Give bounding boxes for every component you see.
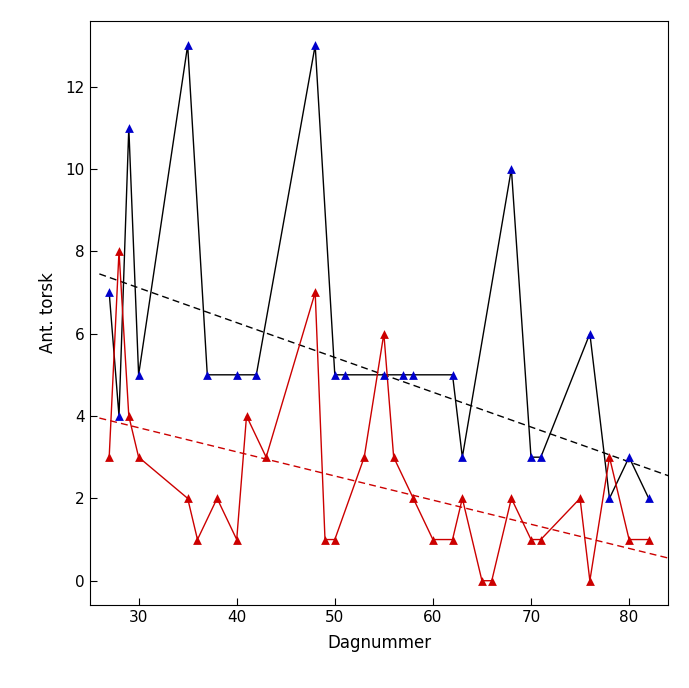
Y-axis label: Ant. torsk: Ant. torsk xyxy=(39,272,57,354)
Point xyxy=(114,411,125,422)
X-axis label: Dagnummer: Dagnummer xyxy=(327,634,431,652)
Point xyxy=(506,163,517,174)
Point xyxy=(408,493,419,504)
Point xyxy=(103,452,114,463)
Point xyxy=(182,40,193,51)
Point xyxy=(309,40,320,51)
Point xyxy=(447,369,458,380)
Point xyxy=(212,493,223,504)
Point xyxy=(232,534,243,545)
Point xyxy=(644,534,655,545)
Point xyxy=(260,452,271,463)
Point xyxy=(202,369,213,380)
Point xyxy=(123,411,134,422)
Point xyxy=(584,575,595,586)
Point xyxy=(329,369,340,380)
Point xyxy=(398,369,409,380)
Point xyxy=(232,369,243,380)
Point xyxy=(624,452,635,463)
Point xyxy=(486,575,497,586)
Point xyxy=(535,452,546,463)
Point xyxy=(378,369,389,380)
Point xyxy=(114,246,125,257)
Point xyxy=(506,493,517,504)
Point xyxy=(584,328,595,339)
Point xyxy=(447,534,458,545)
Point xyxy=(320,534,331,545)
Point xyxy=(575,493,586,504)
Point xyxy=(241,411,252,422)
Point xyxy=(133,452,144,463)
Point xyxy=(457,493,468,504)
Point xyxy=(123,122,134,133)
Point xyxy=(476,575,487,586)
Point xyxy=(604,493,615,504)
Point xyxy=(526,534,537,545)
Point xyxy=(329,534,340,545)
Point xyxy=(133,369,144,380)
Point xyxy=(408,369,419,380)
Point xyxy=(182,493,193,504)
Point xyxy=(192,534,203,545)
Point xyxy=(427,534,438,545)
Point xyxy=(378,328,389,339)
Point xyxy=(644,493,655,504)
Point xyxy=(388,452,399,463)
Point xyxy=(604,452,615,463)
Point xyxy=(251,369,262,380)
Point xyxy=(526,452,537,463)
Point xyxy=(103,287,114,298)
Point xyxy=(339,369,350,380)
Point xyxy=(535,534,546,545)
Point xyxy=(624,534,635,545)
Point xyxy=(309,287,320,298)
Point xyxy=(359,452,370,463)
Point xyxy=(457,452,468,463)
